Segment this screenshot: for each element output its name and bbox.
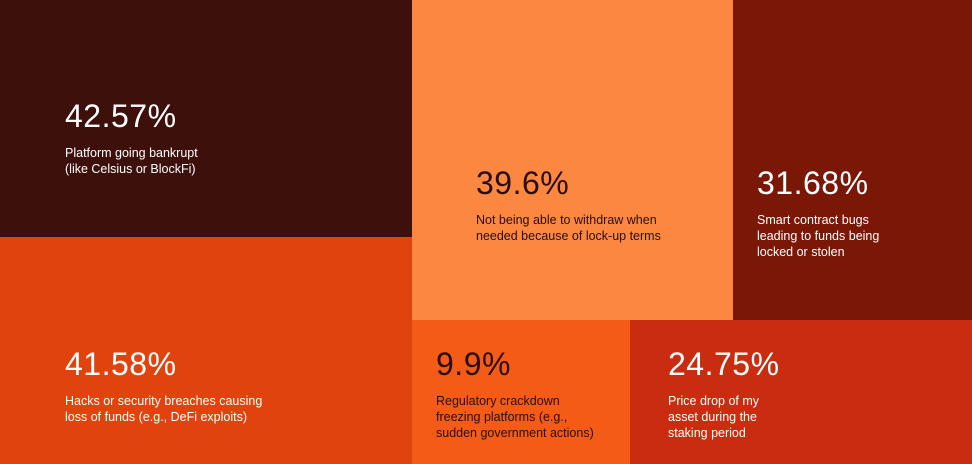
tile: 39.6% Not being able to withdraw when need…	[412, 0, 733, 320]
stat-label: Hacks or security breaches causing loss o…	[65, 393, 262, 425]
stat-value: 9.9%	[436, 346, 511, 382]
tile: 41.58% Hacks or security breaches causing…	[0, 237, 412, 464]
tile: 9.9% Regulatory crackdown freezing platfor…	[412, 320, 630, 464]
label-line: Platform going bankrupt	[65, 146, 198, 160]
stat-value: 41.58%	[65, 346, 177, 382]
label-line: staking period	[668, 426, 746, 440]
stat-value: 42.57%	[65, 98, 177, 134]
label-line: Not being able to withdraw when	[476, 213, 657, 227]
label-line: needed because of lock-up terms	[476, 229, 661, 243]
label-line: (like Celsius or BlockFi)	[65, 162, 196, 176]
tile: 24.75% Price drop of my asset during the st…	[630, 320, 972, 464]
tile: 31.68% Smart contract bugs leading to fund…	[733, 0, 972, 320]
label-line: locked or stolen	[757, 245, 845, 259]
label-line: leading to funds being	[757, 229, 880, 243]
stat-label: Not being able to withdraw when needed be…	[476, 212, 661, 244]
label-line: loss of funds (e.g., DeFi exploits)	[65, 410, 248, 424]
label-line: Regulatory crackdown	[436, 394, 560, 408]
label-line: sudden government actions)	[436, 426, 594, 440]
label-line: Price drop of my	[668, 394, 760, 408]
label-line: Hacks or security breaches causing	[65, 394, 263, 408]
tile: 42.57% Platform going bankrupt (like Celsi…	[0, 0, 412, 237]
label-line: Smart contract bugs	[757, 213, 869, 227]
stat-label: Platform going bankrupt (like Celsius or …	[65, 145, 198, 177]
stat-value: 39.6%	[476, 165, 570, 201]
stat-label: Regulatory crackdown freezing platforms (…	[436, 393, 594, 441]
label-line: asset during the	[668, 410, 757, 424]
stat-value: 31.68%	[757, 165, 869, 201]
stat-value: 24.75%	[668, 346, 780, 382]
stat-label: Smart contract bugs leading to funds bein…	[757, 212, 879, 260]
stat-label: Price drop of my asset during the staking …	[668, 393, 759, 441]
label-line: freezing platforms (e.g.,	[436, 410, 568, 424]
